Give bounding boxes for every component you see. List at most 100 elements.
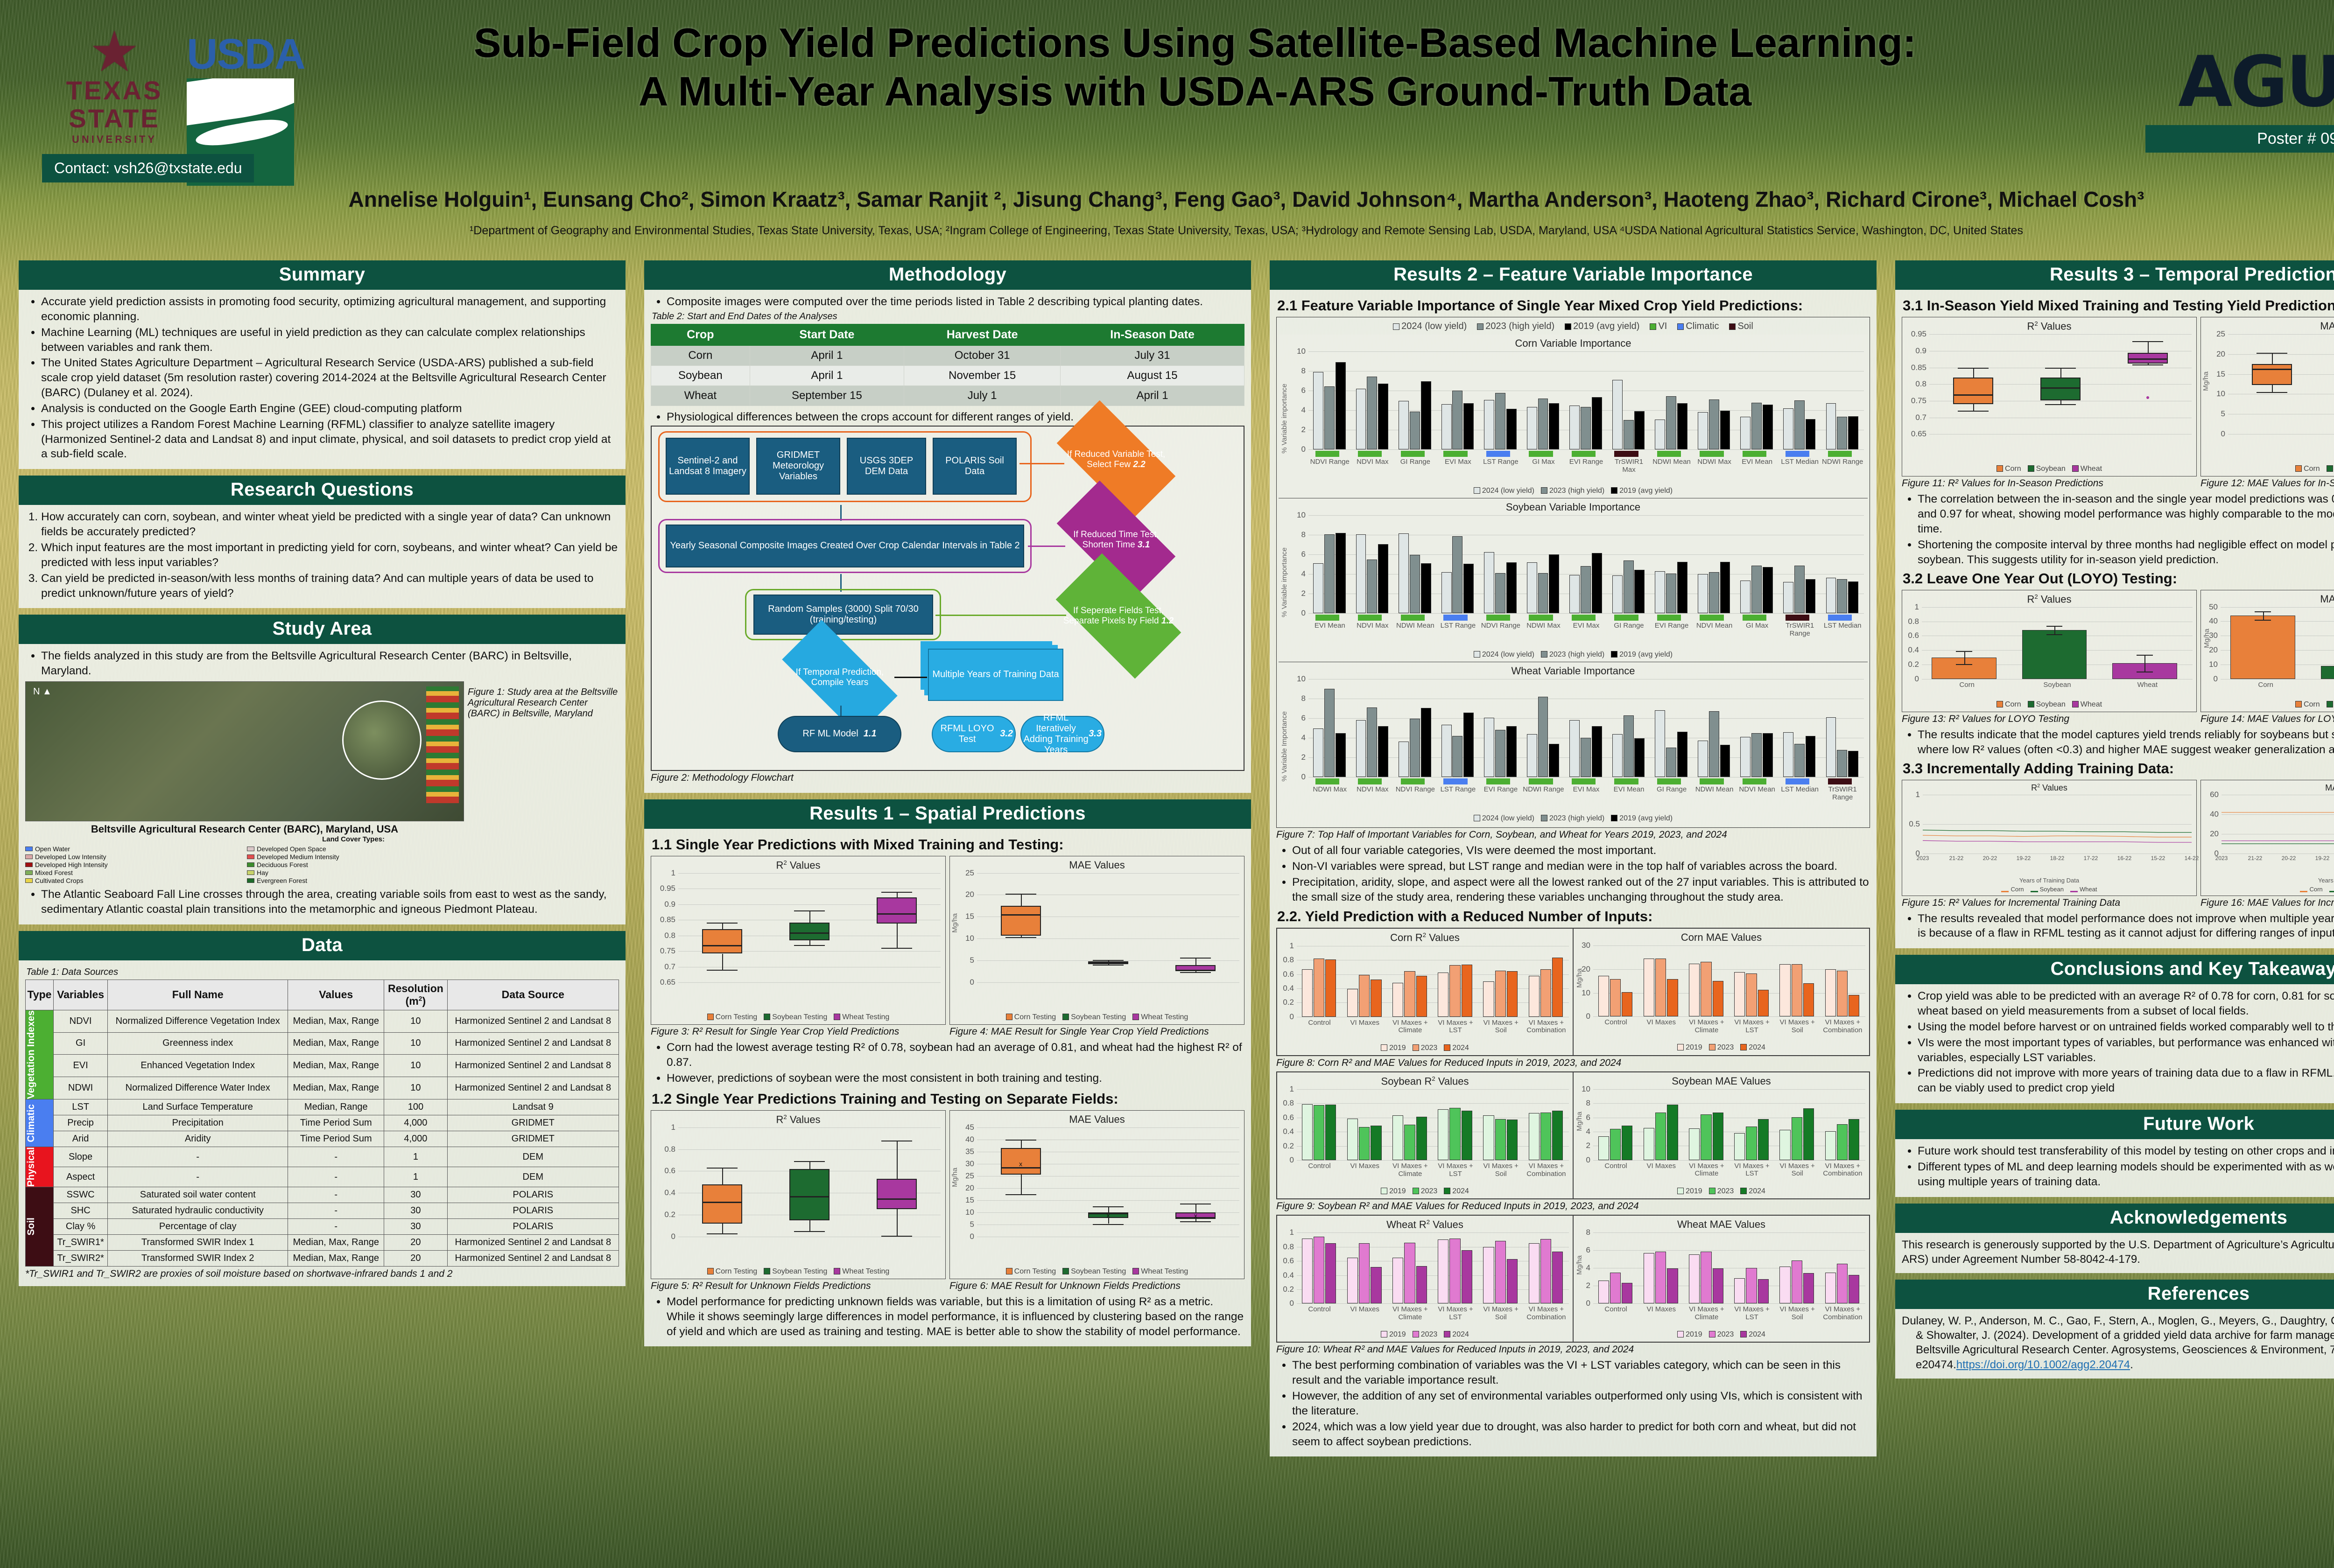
bar — [1483, 981, 1494, 1017]
table-cell: - — [107, 1146, 288, 1168]
axis-tick-label: 0 — [1301, 772, 1306, 781]
axis-tick-label: NDVI Mean — [1739, 785, 1775, 793]
list-item: Corn had the lowest average testing R² o… — [667, 1040, 1244, 1070]
bar — [1495, 393, 1505, 449]
legend-item: VI — [1650, 321, 1667, 332]
author-list: Annelise Holguin¹, Eunsang Cho², Simon K… — [348, 187, 2144, 211]
table-cell: - — [288, 1146, 385, 1168]
table-header-cell: Full Name — [107, 979, 288, 1010]
table-cell: Land Surface Temperature — [107, 1099, 288, 1115]
axis-tick-label: VI Maxes + LST — [1438, 1162, 1473, 1178]
flow-connector — [840, 504, 842, 521]
gridline — [1593, 969, 1865, 970]
table-cell: Tr_SWIR1* — [53, 1234, 108, 1251]
category-color-swatch — [1529, 615, 1553, 621]
axis-tick-label: GI Max — [1532, 458, 1555, 466]
axis-tick-label: 0.75 — [1911, 396, 1926, 405]
bar — [1805, 419, 1816, 449]
table-cell: 4,000 — [384, 1114, 448, 1131]
gridline — [678, 904, 941, 905]
flow-diamond-reduced-variable: If Reduced Variable Test, Select Few 2.2 — [1056, 400, 1176, 519]
bar — [1689, 1254, 1700, 1304]
bar — [1701, 1251, 1712, 1304]
bar — [1581, 566, 1591, 613]
bar — [1622, 1125, 1633, 1160]
bar — [1359, 1127, 1370, 1161]
bar — [1420, 381, 1431, 449]
legend-swatch — [25, 870, 33, 875]
bar — [1356, 388, 1366, 449]
chart-wheat-variable-importance: Wheat Variable Importance 0 2 4 6 8 10 % Variab… — [1279, 662, 1868, 826]
axis-tick-label: Soybean — [2311, 681, 2334, 689]
bar — [1313, 959, 1325, 1017]
chart-title: R2 Values — [776, 1113, 821, 1125]
legend-item: Soybean Testing — [1062, 1267, 1126, 1276]
legend-swatch — [25, 854, 33, 860]
plot-area: 0 0.2 0.4 0.6 0.8 1 Control VI Maxes VI Maxes + … — [1283, 941, 1569, 1042]
bar — [1441, 404, 1452, 449]
bar — [1569, 575, 1580, 613]
gridline — [1308, 351, 1864, 352]
bar — [1552, 957, 1563, 1017]
axis-tick-label: TrSWIR1 Range — [1786, 622, 1814, 637]
bar — [1461, 1111, 1472, 1161]
contact-email[interactable]: Contact: vsh26@txstate.edu — [42, 154, 254, 182]
results2-bullets-2: The best performing combination of varia… — [1292, 1358, 1870, 1449]
bar — [1751, 403, 1762, 449]
bar — [1783, 732, 1793, 777]
axis-tick-label: 10 — [1582, 1084, 1590, 1093]
table-cell: GRIDMET — [447, 1130, 619, 1147]
axis-y-title: Mg/ha — [1575, 1112, 1583, 1131]
table-cell: Transformed SWIR Index 1 — [107, 1234, 288, 1251]
axis-y-title: % Variable importance — [1280, 383, 1288, 454]
plot-area: 0 2 4 6 8 10 % Variable Importance NDWI Max NDVI… — [1280, 674, 1864, 812]
bar — [1313, 1105, 1325, 1161]
legend-item: 2023 — [1708, 1330, 1734, 1339]
poster-header: ★ TEXAS STATE UNIVERSITY USDA Contact: v… — [0, 0, 2334, 254]
bar — [1826, 578, 1836, 613]
bar — [1655, 959, 1666, 1017]
legend-swatch — [247, 878, 254, 883]
data-heading: Data — [19, 931, 626, 960]
category-color-swatch — [1700, 451, 1724, 457]
table-cell: July 1 — [904, 385, 1061, 406]
bar — [1484, 552, 1495, 613]
table-cell: EVI — [53, 1054, 108, 1078]
table-cell: 10 — [384, 1054, 448, 1078]
axis-tick-label: 0.2 — [1283, 1284, 1294, 1294]
axis-tick-label: VI Maxes — [1646, 1305, 1676, 1314]
legend-item: 2024 (low yield) — [1473, 651, 1534, 659]
gridline — [1593, 1016, 1865, 1017]
gridline — [1297, 1089, 1569, 1090]
plot-area: 0 0.2 0.4 0.6 0.8 1 — [664, 1123, 941, 1266]
column-4: Results 3 – Temporal Predictions 3.1 In-… — [1895, 260, 2334, 1385]
axis-tick-label: 1 — [1914, 602, 1919, 611]
legend-label: Developed Low Intensity — [35, 853, 106, 861]
list-item: Analysis is conducted on the Google Eart… — [41, 401, 619, 416]
bar — [1591, 553, 1602, 613]
bar — [1794, 743, 1805, 777]
axis-tick-label: LST Median — [1781, 458, 1819, 466]
table-row: Soybean April 1 November 15 August 15 — [651, 365, 1244, 386]
table-cell: DEM — [447, 1146, 619, 1168]
table-cell: November 15 — [904, 365, 1061, 386]
results3-bullets-3: The results revealed that model performa… — [1918, 911, 2334, 941]
bar — [1791, 1117, 1802, 1160]
list-item: Hay — [247, 869, 464, 876]
axis-tick-label: NDVI Max — [1357, 785, 1389, 793]
axis-tick-label: VI Maxes + Combination — [1526, 1018, 1566, 1035]
category-color-swatch — [1443, 778, 1468, 784]
bar — [1849, 1275, 1860, 1304]
table-cell: Clay % — [53, 1218, 108, 1235]
chart-legend: 2019 2023 2024 — [1277, 1042, 1573, 1055]
bar — [1404, 1125, 1415, 1161]
axis-tick-label: 4 — [1301, 406, 1306, 414]
axis-tick-label: 8 — [1586, 1228, 1590, 1237]
reference-doi-link[interactable]: https://doi.org/10.1002/agg2.20474 — [1956, 1358, 2130, 1371]
methodology-bullet-2: Physiological differences between the cr… — [667, 410, 1244, 425]
bar — [1837, 416, 1848, 449]
category-color-swatch — [1358, 778, 1382, 784]
texas-state-word1: TEXAS — [66, 76, 163, 105]
bar — [1495, 1240, 1506, 1304]
chart-legend: Corn Soybean Wheat — [1902, 463, 2196, 476]
